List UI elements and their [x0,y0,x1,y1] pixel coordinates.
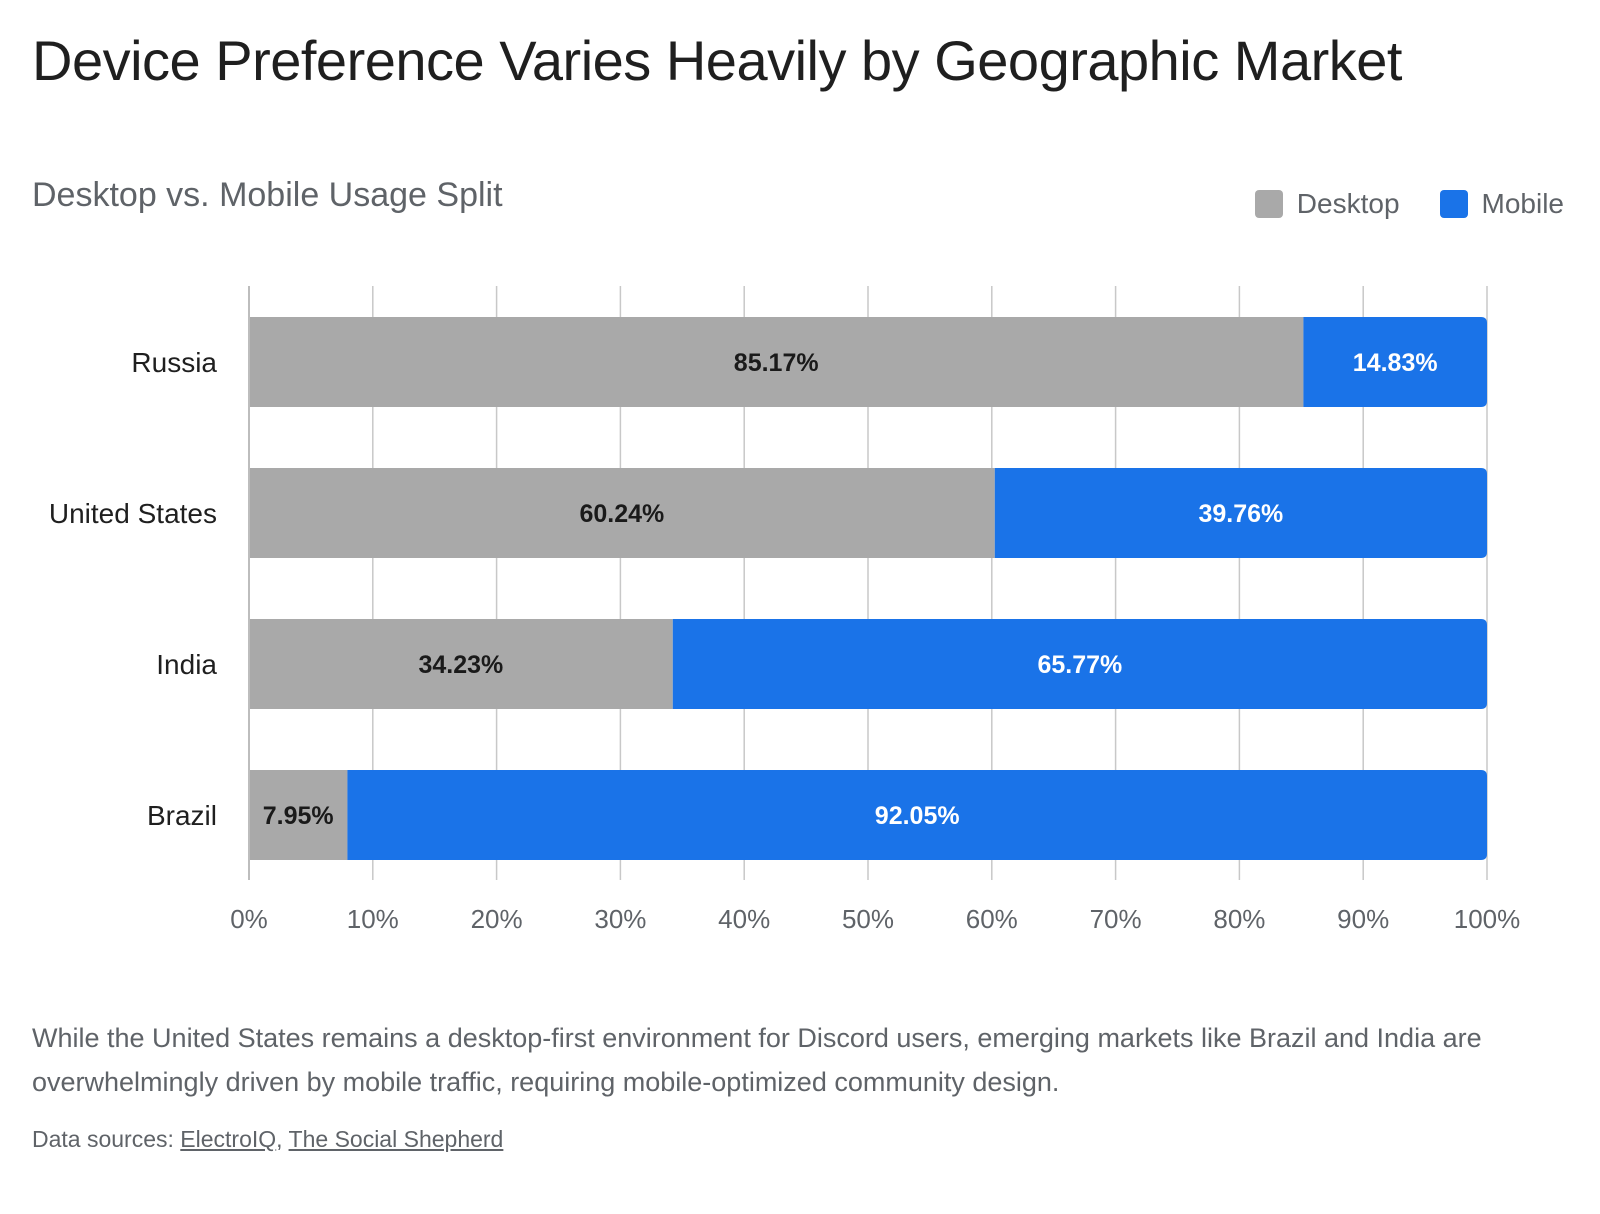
x-tick-label: 50% [842,904,894,934]
bar-segment-desktop [249,770,348,860]
category-label: Russia [131,347,217,378]
data-label: 85.17% [734,349,819,377]
data-label: 14.83% [1353,349,1438,377]
x-tick-label: 100% [1454,904,1521,934]
x-tick-label: 80% [1213,904,1265,934]
x-tick-label: 40% [718,904,770,934]
data-label: 65.77% [1037,651,1122,679]
x-tick-label: 20% [471,904,523,934]
data-label: 60.24% [579,500,664,528]
stacked-bar-chart: 0% 10% 20% 30% 40% 50% 60% 70% 80% 90% 100% Russia 8… [49,286,1521,934]
data-sources: Data sources: ElectroIQ, The Social Shep… [32,1126,503,1153]
legend-item-mobile: Mobile [1439,188,1564,220]
x-tick-label: 60% [966,904,1018,934]
category-label: Brazil [147,800,217,831]
category-label: India [156,649,217,680]
category-label: United States [49,498,217,529]
sources-prefix: Data sources: [32,1126,181,1152]
legend-swatch-mobile [1439,190,1468,218]
bar-segment-desktop [249,468,995,558]
x-tick-label: 30% [594,904,646,934]
chart-subtitle: Desktop vs. Mobile Usage Split [32,176,503,214]
bar-segment-desktop [249,619,673,709]
legend-item-desktop: Desktop [1254,188,1400,220]
legend-label-mobile: Mobile [1481,188,1564,219]
bar-segment-mobile [672,619,1487,709]
bar-segment-mobile [347,770,1487,860]
x-tick-label: 90% [1337,904,1389,934]
data-label: 39.76% [1198,500,1283,528]
legend-label-desktop: Desktop [1296,188,1400,219]
data-label: 7.95% [263,802,334,830]
x-tick-label: 0% [230,904,268,934]
bar-segment-mobile [994,468,1487,558]
source-link-social-shepherd[interactable]: The Social Shepherd [288,1126,504,1152]
x-tick-label: 10% [347,904,399,934]
x-tick-label: 70% [1090,904,1142,934]
data-label: 34.23% [418,651,503,679]
data-label: 92.05% [875,802,960,830]
bar-segment-mobile [1303,317,1487,407]
source-link-electroiq[interactable]: ElectroIQ [180,1126,277,1152]
bar-segment-desktop [249,317,1304,407]
legend-swatch-desktop [1254,190,1283,218]
sources-separator: , [276,1126,289,1152]
chart-title: Device Preference Varies Heavily by Geog… [32,29,1402,92]
chart-caption: While the United States remains a deskto… [32,1023,1482,1097]
legend: Desktop Mobile [1254,188,1564,220]
